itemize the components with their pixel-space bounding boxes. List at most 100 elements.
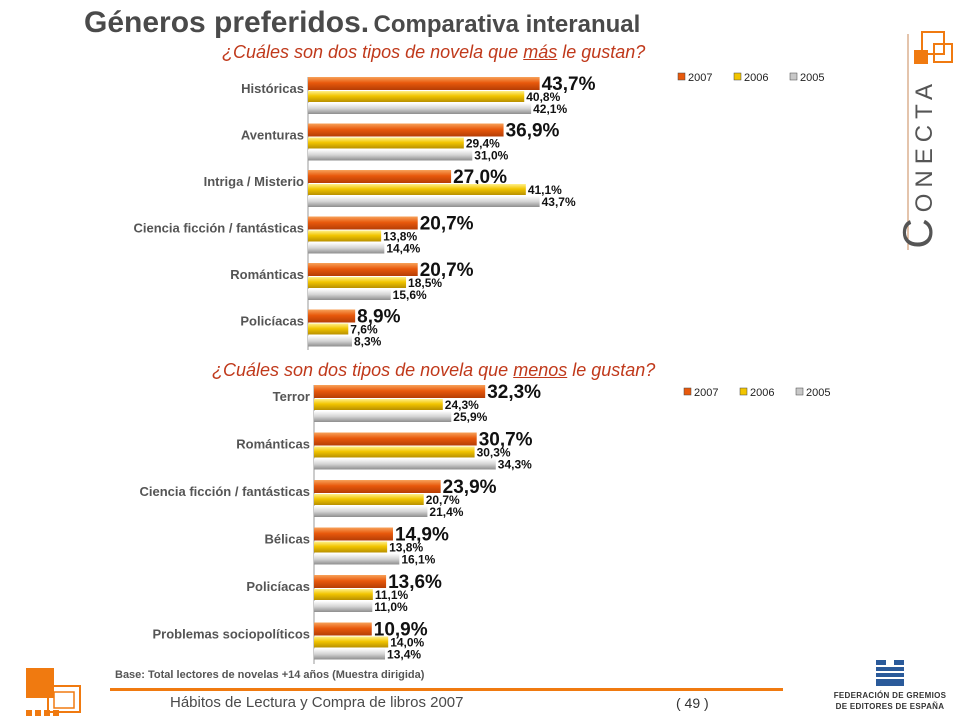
category-label: Románticas bbox=[230, 267, 304, 282]
bar-2006 bbox=[308, 230, 382, 242]
category-label: Problemas sociopolíticos bbox=[153, 627, 311, 642]
legend-swatch-2007 bbox=[683, 387, 692, 396]
data-label-2005: 21,4% bbox=[429, 505, 463, 519]
data-label-2007: 27,0% bbox=[453, 167, 507, 188]
question-favorite-emphasis: más bbox=[523, 42, 558, 62]
bar-2007 bbox=[314, 622, 372, 636]
chart-least-genres: Terror 32,3% 24,3%25,9% Románticas 30,7%30,3… bbox=[139, 382, 830, 664]
question-least-after: le gustan? bbox=[567, 360, 656, 380]
data-label-2005: 16,1% bbox=[401, 553, 435, 567]
chart-favorite-genres: Históricas 43,7%40,8%42,1%Aventuras 36,9%2… bbox=[133, 72, 824, 350]
data-label-2006: 41,1% bbox=[528, 183, 562, 197]
bar-2007 bbox=[314, 480, 441, 493]
bar-2007 bbox=[308, 77, 540, 90]
bar-2007 bbox=[314, 575, 387, 588]
bar-2006 bbox=[314, 399, 443, 410]
legend-label-2005: 2005 bbox=[800, 72, 824, 84]
category-label: Intriga / Misterio bbox=[204, 174, 304, 189]
data-label-2006: 14,0% bbox=[390, 636, 424, 650]
bar-2005 bbox=[308, 289, 391, 300]
data-label-2007: 43,7% bbox=[542, 74, 596, 95]
legend-label-2007: 2007 bbox=[694, 387, 718, 399]
bar-2006 bbox=[314, 446, 475, 458]
data-label-2007: 20,7% bbox=[420, 260, 474, 281]
legend-swatch-2005 bbox=[795, 387, 804, 396]
category-label: Históricas bbox=[241, 81, 304, 96]
footer-divider bbox=[110, 688, 783, 691]
bar-2005 bbox=[314, 506, 428, 517]
data-label-2006: 40,8% bbox=[526, 90, 560, 104]
bar-2005 bbox=[314, 458, 496, 470]
legend-swatch-2006 bbox=[733, 72, 742, 81]
bar-2007 bbox=[314, 385, 486, 398]
data-label-2007: 10,9% bbox=[374, 620, 428, 641]
data-label-2005: 8,3% bbox=[354, 335, 382, 349]
bar-2006 bbox=[308, 184, 526, 195]
category-label: Ciencia ficción / fantásticas bbox=[133, 221, 304, 236]
bar-2005 bbox=[308, 335, 352, 347]
legend-swatch-2005 bbox=[789, 72, 798, 81]
bar-2007 bbox=[308, 263, 418, 276]
publisher-logo-icon bbox=[820, 656, 960, 720]
data-label-2005: 11,0% bbox=[374, 600, 408, 614]
bar-2006 bbox=[308, 137, 464, 149]
category-label: Policíacas bbox=[240, 314, 304, 329]
question-favorite: ¿Cuáles son dos tipos de novela que más … bbox=[222, 42, 645, 63]
title-sub: Comparativa interanual bbox=[373, 11, 641, 38]
data-label-2007: 13,6% bbox=[388, 572, 442, 593]
bar-2007 bbox=[314, 432, 477, 446]
bar-2006 bbox=[314, 494, 424, 505]
bar-2006 bbox=[308, 323, 349, 335]
data-label-2006: 24,3% bbox=[445, 398, 479, 412]
data-label-2006: 11,1% bbox=[375, 588, 409, 602]
bar-2006 bbox=[308, 91, 525, 102]
data-label-2007: 20,7% bbox=[420, 214, 474, 235]
data-label-2007: 30,7% bbox=[479, 430, 533, 451]
data-label-2007: 32,3% bbox=[487, 382, 541, 403]
data-label-2006: 18,5% bbox=[408, 276, 442, 290]
page-title: Géneros preferidos. Comparativa interanu… bbox=[84, 6, 640, 40]
publisher-line-2: DE EDITORES DE ESPAÑA bbox=[835, 702, 945, 711]
data-label-2005: 25,9% bbox=[453, 410, 487, 424]
bar-2007 bbox=[308, 170, 452, 183]
category-label: Terror bbox=[273, 389, 310, 404]
question-favorite-after: le gustan? bbox=[557, 42, 646, 62]
question-least-emphasis: menos bbox=[513, 360, 568, 380]
publisher-logo-text: FEDERACIÓN DE GREMIOS DE EDITORES DE ESP… bbox=[820, 690, 960, 712]
bar-2005 bbox=[314, 648, 386, 660]
data-label-2006: 7,6% bbox=[350, 323, 378, 337]
base-note: Base: Total lectores de novelas +14 años… bbox=[115, 669, 425, 681]
publisher-line-1: FEDERACIÓN DE GREMIOS bbox=[833, 691, 947, 700]
data-label-2007: 14,9% bbox=[395, 525, 449, 546]
bar-2007 bbox=[308, 216, 418, 230]
data-label-2005: 14,4% bbox=[386, 242, 420, 256]
legend-label-2005: 2005 bbox=[806, 387, 830, 399]
bar-2007 bbox=[308, 309, 356, 323]
data-label-2006: 13,8% bbox=[389, 541, 423, 555]
svg-text:CONECTA: CONECTA bbox=[900, 78, 941, 249]
bar-2006 bbox=[314, 541, 388, 553]
data-label-2005: 15,6% bbox=[393, 288, 427, 302]
legend-label-2006: 2006 bbox=[750, 387, 774, 399]
data-label-2005: 31,0% bbox=[474, 149, 508, 163]
bar-2005 bbox=[308, 149, 473, 161]
data-label-2005: 13,4% bbox=[387, 648, 421, 662]
bar-2005 bbox=[308, 196, 540, 207]
legend-swatch-2007 bbox=[677, 72, 686, 81]
legend-swatch-2006 bbox=[739, 387, 748, 396]
category-label: Ciencia ficción / fantásticas bbox=[139, 484, 310, 499]
data-label-2006: 30,3% bbox=[477, 446, 511, 460]
conecta-rest: ONECTA bbox=[911, 78, 938, 212]
data-label-2006: 29,4% bbox=[466, 137, 500, 151]
data-label-2005: 42,1% bbox=[533, 102, 567, 116]
bar-2006 bbox=[314, 636, 389, 648]
category-label: Románticas bbox=[236, 437, 310, 452]
question-least-before: ¿Cuáles son dos tipos de novela que bbox=[212, 360, 514, 380]
data-label-2007: 23,9% bbox=[443, 477, 497, 498]
legend-label-2006: 2006 bbox=[744, 72, 768, 84]
corner-logo-icon bbox=[14, 668, 84, 720]
data-label-2005: 43,7% bbox=[542, 195, 576, 209]
bar-2007 bbox=[314, 527, 393, 541]
question-favorite-before: ¿Cuáles son dos tipos de novela que bbox=[222, 42, 524, 62]
